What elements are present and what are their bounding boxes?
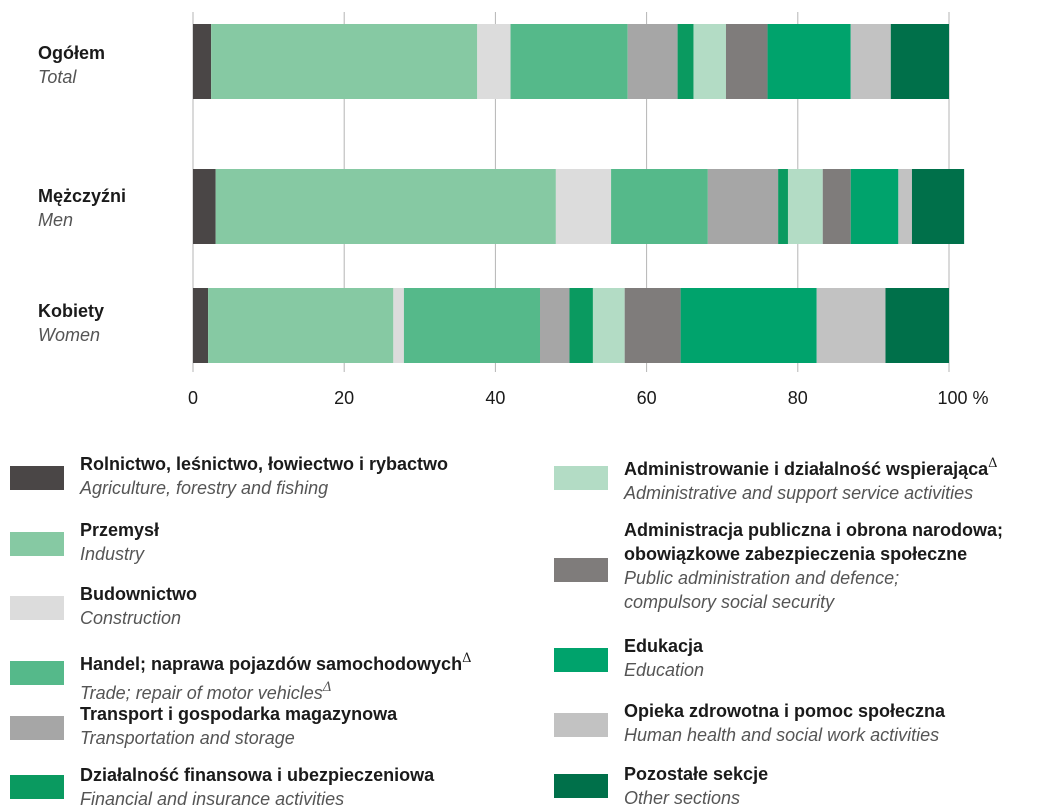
row-label-en: Total: [38, 67, 77, 87]
bar-segment: [680, 288, 817, 363]
legend-label-pl: Przemysł: [80, 520, 160, 540]
bar-segment: [693, 24, 726, 99]
bar-segment: [778, 169, 788, 244]
bar-segment: [898, 169, 912, 244]
bar-segment: [787, 169, 823, 244]
legend-label-pl: Handel; naprawa pojazdów samochodowychΔ: [80, 647, 490, 676]
bar-segment: [477, 24, 511, 99]
bar-segment: [555, 169, 612, 244]
legend-label-en: Construction: [80, 608, 182, 628]
bar-segment: [725, 24, 768, 99]
legend-swatch: [554, 558, 608, 582]
x-tick-label: 20: [334, 388, 354, 408]
legend-label-en-line2: compulsory social security: [624, 592, 835, 612]
x-tick-label: 60: [637, 388, 657, 408]
x-tick-label: 100 %: [937, 388, 988, 408]
legend-label-pl: Działalność finansowa i ubezpieczeniowa: [80, 765, 435, 785]
bar-segment: [885, 288, 949, 363]
legend-label-text: Handel; naprawa pojazdów samochodowych: [80, 654, 463, 674]
bar-segment: [393, 288, 404, 363]
bar-segment: [540, 288, 570, 363]
bar-segment: [208, 288, 394, 363]
legend-swatch: [10, 532, 64, 556]
bar-segment: [767, 24, 851, 99]
bar-segment: [215, 169, 556, 244]
legend-swatch: [554, 466, 608, 490]
bar-segment: [592, 288, 625, 363]
legend-label-pl: Rolnictwo, leśnictwo, łowiectwo i rybact…: [80, 454, 449, 474]
bar-segment: [911, 169, 965, 244]
legend-label-pl: Administrowanie i działalność wspierając…: [624, 452, 1034, 481]
row-label-pl: Ogółem: [38, 43, 106, 63]
legend-label-pl: Opieka zdrowotna i pomoc społeczna: [624, 701, 946, 721]
x-tick-label: 0: [188, 388, 198, 408]
legend-label-pl: Administracja publiczna i obrona narodow…: [624, 520, 1004, 540]
bar-segment: [193, 169, 216, 244]
legend-label-pl: Budownictwo: [80, 584, 197, 604]
legend-swatch: [10, 466, 64, 490]
legend-label-text: Trade; repair of motor vehicles: [80, 683, 323, 703]
bar-segment: [707, 169, 779, 244]
row-label-pl: Mężczyźni: [38, 186, 127, 206]
row-label-men: Mężczyźni Men: [38, 184, 126, 232]
legend-label-en: Public administration and defence;: [624, 568, 900, 588]
bar-segment: [677, 24, 694, 99]
legend-swatch: [554, 713, 608, 737]
x-tick-label: 80: [788, 388, 808, 408]
bar-segment: [403, 288, 540, 363]
row-label-total: Ogółem Total: [38, 41, 105, 89]
legend-swatch: [10, 775, 64, 799]
delta-mark: Δ: [322, 680, 333, 695]
bar-segment: [822, 169, 851, 244]
bar-segment: [510, 24, 628, 99]
legend-label-en: Agriculture, forestry and fishing: [80, 478, 329, 498]
bar-segment: [624, 288, 681, 363]
delta-mark: Δ: [462, 651, 472, 666]
bar-segment: [193, 288, 209, 363]
legend-label-pl: Transport i gospodarka magazynowa: [80, 704, 398, 724]
legend-swatch: [10, 596, 64, 620]
legend-label-en: Transportation and storage: [80, 728, 295, 748]
legend-label-en: Financial and insurance activities: [80, 789, 345, 809]
legend-swatch: [10, 716, 64, 740]
row-label-women: Kobiety Women: [38, 299, 104, 347]
x-tick-label: 40: [485, 388, 505, 408]
legend-label-en: Other sections: [624, 788, 741, 808]
delta-mark: Δ: [988, 456, 998, 471]
legend-label-en: Education: [624, 660, 705, 680]
row-label-pl: Kobiety: [38, 301, 105, 321]
legend-swatch: [554, 648, 608, 672]
bar-segment: [611, 169, 708, 244]
legend-label-en: Administrative and support service activ…: [624, 483, 974, 503]
row-label-en: Men: [38, 210, 74, 230]
stacked-bar-chart: 0 20 40 60 80 100 %: [188, 12, 989, 408]
bar-segment: [569, 288, 593, 363]
legend-swatch: [10, 661, 64, 685]
legend-label-pl: Edukacja: [624, 636, 704, 656]
bar-segment: [627, 24, 678, 99]
legend-label-en: Trade; repair of motor vehiclesΔ: [80, 676, 490, 705]
legend-label-text: Administrowanie i działalność wspierając…: [624, 459, 989, 479]
legend-label-en: Industry: [80, 544, 145, 564]
bar-segment: [193, 24, 212, 99]
bar-segment: [850, 169, 899, 244]
legend-label-pl-line2: obowiązkowe zabezpieczenia społeczne: [624, 544, 968, 564]
bar-segment: [211, 24, 478, 99]
legend-label-en: Human health and social work activities: [624, 725, 940, 745]
legend-label-pl: Pozostałe sekcje: [624, 764, 769, 784]
bar-segment: [890, 24, 949, 99]
legend-swatch: [554, 774, 608, 798]
bar-segment: [850, 24, 891, 99]
bar-segment: [816, 288, 886, 363]
row-label-en: Women: [38, 325, 101, 345]
